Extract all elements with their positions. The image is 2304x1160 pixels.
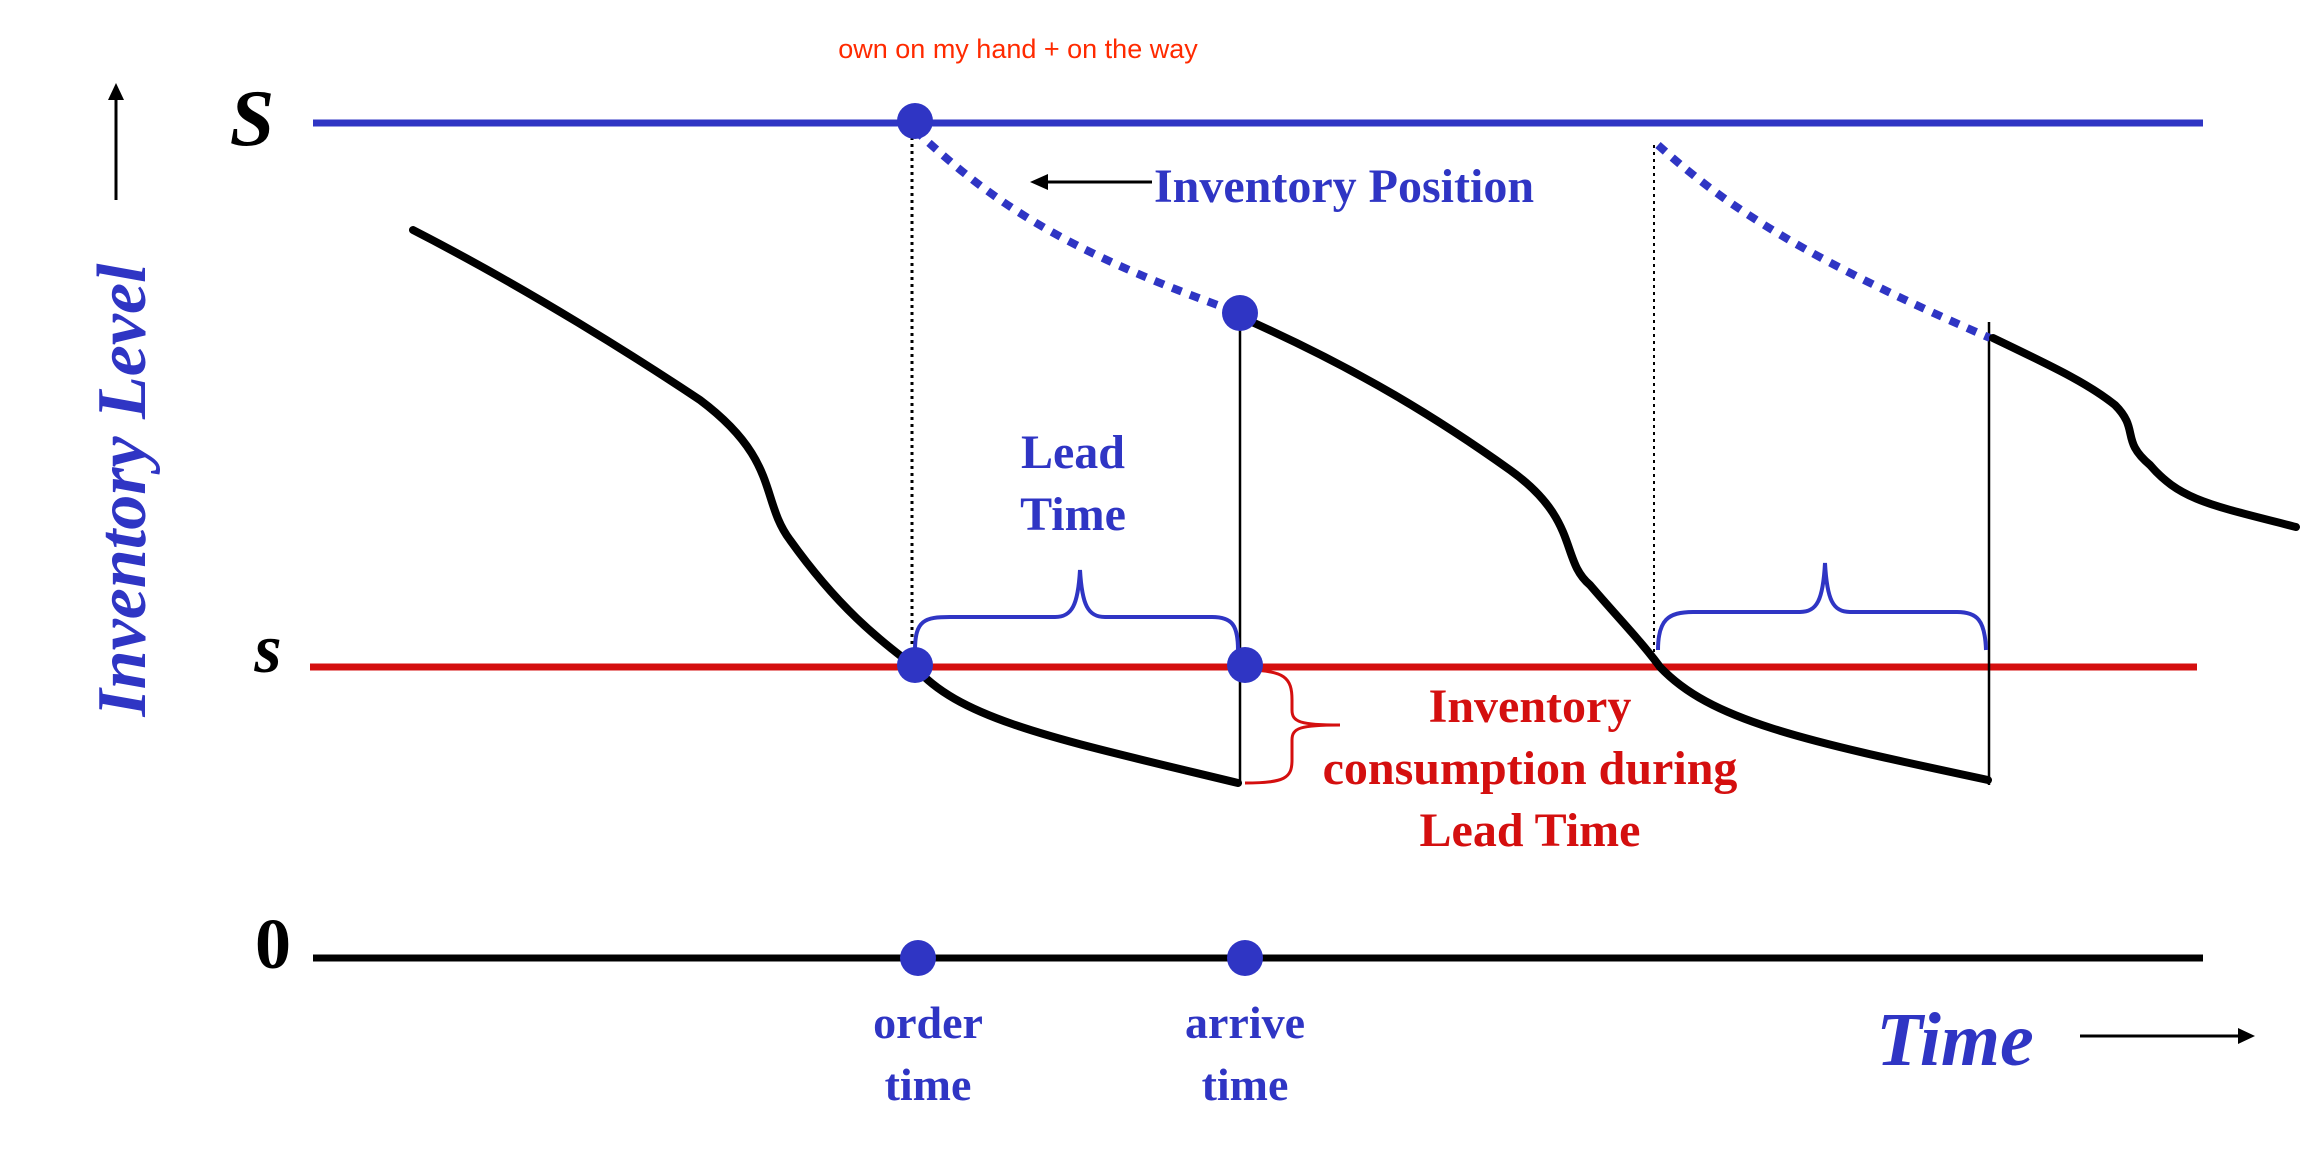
arrival-point-dot <box>1222 295 1258 331</box>
inventory-position-curve-1 <box>912 127 1242 317</box>
arrive-time-label-line2: time <box>1202 1059 1289 1110</box>
consumption-label-line1: Inventory <box>1429 680 1632 733</box>
x-axis-title: Time <box>1876 998 2034 1082</box>
inventory-position-curve-2 <box>1655 142 1992 342</box>
level-s-label: s <box>253 611 281 688</box>
lead-time-label-line1: Lead <box>1021 426 1125 479</box>
arrive-time-zero-dot <box>1227 940 1263 976</box>
level-zero-label: 0 <box>255 904 291 984</box>
lead-time-label-line2: Time <box>1020 488 1126 541</box>
consumption-brace <box>1244 668 1341 785</box>
order-time-zero-dot <box>900 940 936 976</box>
consumption-label-line3: Lead Time <box>1420 804 1641 857</box>
lead-time-brace-1 <box>913 569 1240 651</box>
arrive-time-label-line1: arrive <box>1185 997 1305 1048</box>
inventory-level-curve-2 <box>1239 314 1992 784</box>
lead-time-brace-2 <box>1656 562 1988 651</box>
order-point-S-dot <box>897 103 933 139</box>
order-time-label-line2: time <box>885 1059 972 1110</box>
y-axis-arrow <box>108 83 124 200</box>
y-axis-title: Inventory Level <box>84 263 161 717</box>
annotation-text: own on my hand + on the way <box>838 34 1198 64</box>
inventory-position-arrow <box>1030 174 1152 190</box>
x-axis-arrow <box>2080 1028 2255 1044</box>
consumption-label-line2: consumption during <box>1323 742 1738 795</box>
order-time-label-line1: order <box>873 997 983 1048</box>
level-S-label: S <box>230 75 275 163</box>
inventory-position-label: Inventory Position <box>1154 160 1534 213</box>
inventory-level-curve-3 <box>1989 334 2300 531</box>
order-point-s-dot <box>897 647 933 683</box>
arrival-point-s-dot <box>1227 647 1263 683</box>
inventory-level-curve-1 <box>409 226 1242 787</box>
